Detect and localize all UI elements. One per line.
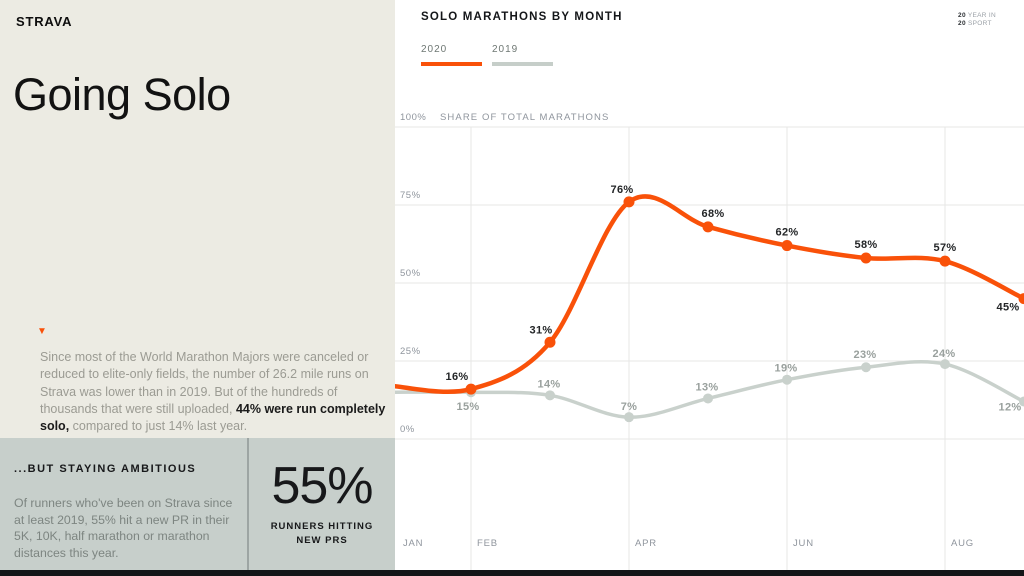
data-point-2019 xyxy=(545,390,555,401)
stat-caption-line1: RUNNERS HITTING xyxy=(270,521,374,532)
page-title: Going Solo xyxy=(13,69,231,120)
point-label-2019: 12% xyxy=(999,402,1022,414)
point-label-2019: 23% xyxy=(854,349,877,361)
ambitious-panel: ...BUT STAYING AMBITIOUS Of runners who'… xyxy=(0,438,395,570)
data-point-2019 xyxy=(624,412,634,423)
data-point-2020 xyxy=(781,240,793,252)
chart-panel: 100% 75% 50% 25% 0% SHARE OF TOTAL MARATHONS J… xyxy=(395,0,1024,570)
data-point-2020 xyxy=(860,252,872,264)
ambitious-paragraph: Of runners who've been on Strava since a… xyxy=(14,496,233,561)
legend-label-2020: 2020 xyxy=(421,44,448,55)
panel-divider xyxy=(247,438,249,570)
x-tick-label: APR xyxy=(635,538,657,549)
data-point-2020 xyxy=(939,255,951,267)
point-label-2020: 58% xyxy=(855,239,878,251)
point-label-2020: 76% xyxy=(611,184,634,196)
data-point-2019 xyxy=(782,374,792,385)
stat-caption-line2: NEW PRS xyxy=(296,535,348,547)
yis-text-2: SPORT xyxy=(968,20,992,27)
data-point-2019 xyxy=(703,393,713,404)
down-triangle-icon: ▼ xyxy=(37,326,47,337)
legend-item-2019: 2019 xyxy=(492,44,553,66)
strava-logo: STRAVA xyxy=(16,14,73,29)
legend-swatch-2019 xyxy=(492,62,553,66)
legend-label-2019: 2019 xyxy=(492,44,519,55)
point-label-2019: 19% xyxy=(775,363,798,375)
intro-text-bold: 44% were run completely solo, xyxy=(40,401,386,433)
intro-text-post: compared to just 14% last year. xyxy=(69,419,248,433)
intro-paragraph: Since most of the World Marathon Majors … xyxy=(40,349,392,435)
point-label-2019: 15% xyxy=(457,401,480,413)
x-tick-label: JUN xyxy=(793,538,814,549)
x-tick-label: AUG xyxy=(951,538,974,549)
data-point-2020 xyxy=(465,383,477,395)
y-tick-label: 0% xyxy=(400,424,415,435)
x-tick-label: JAN xyxy=(403,538,423,549)
stat-block: 55% RUNNERS HITTING NEW PRS xyxy=(249,438,395,570)
yis-text-1: YEAR IN xyxy=(967,12,996,19)
data-point-2020 xyxy=(702,221,714,233)
y-tick-label: 25% xyxy=(400,346,421,357)
point-label-2019: 24% xyxy=(933,348,956,360)
data-point-2020 xyxy=(623,196,635,208)
y-tick-label: 100% xyxy=(400,112,426,123)
legend-swatch-2020 xyxy=(421,62,482,66)
data-point-2019 xyxy=(940,359,950,370)
legend-item-2020: 2020 xyxy=(421,44,482,66)
chart-title: SOLO MARATHONS BY MONTH xyxy=(421,11,623,23)
x-tick-label: FEB xyxy=(477,538,498,549)
point-label-2020: 68% xyxy=(702,208,725,220)
data-point-2020 xyxy=(1018,293,1024,305)
intro-panel: STRAVA Going Solo ▼ Since most of the Wo… xyxy=(0,0,395,438)
y-tick-label: 50% xyxy=(400,268,421,279)
ambitious-heading: ...BUT STAYING AMBITIOUS xyxy=(14,463,197,475)
y-tick-label: 75% xyxy=(400,190,421,201)
solo-marathons-chart: 100% 75% 50% 25% 0% SHARE OF TOTAL MARATHONS J… xyxy=(395,112,1024,570)
data-point-2019 xyxy=(861,362,871,373)
point-label-2019: 14% xyxy=(538,378,561,390)
point-label-2019: 7% xyxy=(621,401,638,413)
stat-value: 55% xyxy=(271,457,373,515)
stat-caption: RUNNERS HITTING NEW PRS xyxy=(257,520,387,549)
yis-num-1: 20 xyxy=(958,12,966,19)
point-label-2020: 45% xyxy=(997,302,1020,314)
y-axis-note: SHARE OF TOTAL MARATHONS xyxy=(440,112,609,123)
chart-legend: 2020 2019 xyxy=(421,44,553,66)
point-label-2020: 31% xyxy=(530,324,553,336)
series-line-2020 xyxy=(395,194,1024,394)
year-in-sport-badge: 20 YEAR IN 20 SPORT xyxy=(958,12,996,28)
yis-num-2: 20 xyxy=(958,20,966,27)
data-point-2019 xyxy=(1019,396,1024,407)
point-label-2020: 16% xyxy=(446,371,469,383)
point-label-2019: 13% xyxy=(696,381,719,393)
intro-text-pre: Since most of the World Marathon Majors … xyxy=(40,350,369,416)
point-label-2020: 62% xyxy=(776,227,799,239)
point-label-2020: 57% xyxy=(934,242,957,254)
data-point-2020 xyxy=(544,336,556,348)
bottom-bar xyxy=(0,570,1024,576)
